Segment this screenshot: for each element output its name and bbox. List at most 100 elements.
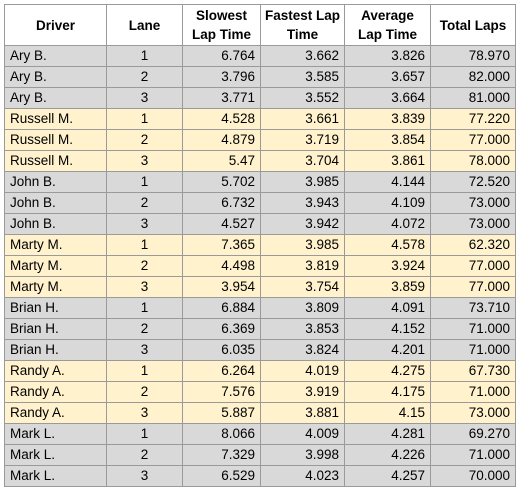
cell-lane[interactable]: 2 — [106, 129, 183, 151]
cell-fastest-lap-time[interactable]: 3.552 — [260, 87, 345, 109]
cell-slowest-lap-time[interactable]: 3.771 — [182, 87, 261, 109]
cell-driver[interactable]: Mark L. — [4, 465, 107, 487]
cell-fastest-lap-time[interactable]: 3.661 — [260, 108, 345, 130]
cell-slowest-lap-time[interactable]: 8.066 — [182, 423, 261, 445]
cell-average-lap-time[interactable]: 4.175 — [344, 381, 431, 403]
header-fastest-lap-time[interactable]: Fastest Lap Time — [260, 4, 345, 46]
cell-lane[interactable]: 2 — [106, 66, 183, 88]
cell-lane[interactable]: 1 — [106, 297, 183, 319]
cell-fastest-lap-time[interactable]: 3.819 — [260, 255, 345, 277]
cell-average-lap-time[interactable]: 4.15 — [344, 402, 431, 424]
cell-total-laps[interactable]: 73.710 — [430, 297, 516, 319]
cell-lane[interactable]: 1 — [106, 423, 183, 445]
cell-driver[interactable]: Marty M. — [4, 276, 107, 298]
cell-total-laps[interactable]: 78.970 — [430, 45, 516, 67]
cell-average-lap-time[interactable]: 3.861 — [344, 150, 431, 172]
cell-lane[interactable]: 1 — [106, 171, 183, 193]
cell-total-laps[interactable]: 77.220 — [430, 108, 516, 130]
cell-total-laps[interactable]: 67.730 — [430, 360, 516, 382]
cell-average-lap-time[interactable]: 3.826 — [344, 45, 431, 67]
cell-average-lap-time[interactable]: 4.072 — [344, 213, 431, 235]
cell-lane[interactable]: 2 — [106, 318, 183, 340]
cell-slowest-lap-time[interactable]: 5.47 — [182, 150, 261, 172]
cell-lane[interactable]: 3 — [106, 213, 183, 235]
cell-driver[interactable]: Brian H. — [4, 297, 107, 319]
cell-total-laps[interactable]: 62.320 — [430, 234, 516, 256]
cell-lane[interactable]: 2 — [106, 192, 183, 214]
cell-slowest-lap-time[interactable]: 4.498 — [182, 255, 261, 277]
cell-slowest-lap-time[interactable]: 3.796 — [182, 66, 261, 88]
cell-fastest-lap-time[interactable]: 3.809 — [260, 297, 345, 319]
cell-average-lap-time[interactable]: 4.091 — [344, 297, 431, 319]
cell-fastest-lap-time[interactable]: 3.943 — [260, 192, 345, 214]
cell-average-lap-time[interactable]: 3.859 — [344, 276, 431, 298]
cell-lane[interactable]: 1 — [106, 360, 183, 382]
cell-fastest-lap-time[interactable]: 3.853 — [260, 318, 345, 340]
cell-lane[interactable]: 2 — [106, 444, 183, 466]
cell-total-laps[interactable]: 82.000 — [430, 66, 516, 88]
cell-lane[interactable]: 3 — [106, 150, 183, 172]
cell-slowest-lap-time[interactable]: 7.365 — [182, 234, 261, 256]
cell-lane[interactable]: 3 — [106, 87, 183, 109]
cell-total-laps[interactable]: 72.520 — [430, 171, 516, 193]
cell-total-laps[interactable]: 71.000 — [430, 318, 516, 340]
cell-total-laps[interactable]: 73.000 — [430, 402, 516, 424]
cell-fastest-lap-time[interactable]: 3.719 — [260, 129, 345, 151]
header-lane[interactable]: Lane — [106, 4, 183, 46]
cell-driver[interactable]: Randy A. — [4, 381, 107, 403]
header-driver[interactable]: Driver — [4, 4, 107, 46]
cell-lane[interactable]: 2 — [106, 255, 183, 277]
cell-total-laps[interactable]: 73.000 — [430, 213, 516, 235]
cell-driver[interactable]: John B. — [4, 171, 107, 193]
cell-lane[interactable]: 1 — [106, 45, 183, 67]
cell-lane[interactable]: 3 — [106, 465, 183, 487]
cell-fastest-lap-time[interactable]: 4.009 — [260, 423, 345, 445]
cell-total-laps[interactable]: 71.000 — [430, 444, 516, 466]
cell-driver[interactable]: Ary B. — [4, 66, 107, 88]
cell-slowest-lap-time[interactable]: 4.528 — [182, 108, 261, 130]
cell-average-lap-time[interactable]: 3.854 — [344, 129, 431, 151]
cell-slowest-lap-time[interactable]: 5.887 — [182, 402, 261, 424]
cell-driver[interactable]: Russell M. — [4, 129, 107, 151]
cell-slowest-lap-time[interactable]: 4.527 — [182, 213, 261, 235]
cell-lane[interactable]: 3 — [106, 276, 183, 298]
cell-slowest-lap-time[interactable]: 6.035 — [182, 339, 261, 361]
cell-slowest-lap-time[interactable]: 3.954 — [182, 276, 261, 298]
cell-fastest-lap-time[interactable]: 3.985 — [260, 234, 345, 256]
cell-fastest-lap-time[interactable]: 3.985 — [260, 171, 345, 193]
cell-fastest-lap-time[interactable]: 3.662 — [260, 45, 345, 67]
cell-slowest-lap-time[interactable]: 4.879 — [182, 129, 261, 151]
cell-driver[interactable]: Randy A. — [4, 360, 107, 382]
cell-total-laps[interactable]: 73.000 — [430, 192, 516, 214]
cell-total-laps[interactable]: 71.000 — [430, 381, 516, 403]
cell-average-lap-time[interactable]: 4.578 — [344, 234, 431, 256]
cell-fastest-lap-time[interactable]: 4.019 — [260, 360, 345, 382]
header-average-lap-time[interactable]: Average Lap Time — [344, 4, 431, 46]
cell-fastest-lap-time[interactable]: 3.919 — [260, 381, 345, 403]
cell-slowest-lap-time[interactable]: 7.576 — [182, 381, 261, 403]
cell-lane[interactable]: 1 — [106, 234, 183, 256]
cell-total-laps[interactable]: 69.270 — [430, 423, 516, 445]
cell-average-lap-time[interactable]: 3.657 — [344, 66, 431, 88]
cell-average-lap-time[interactable]: 4.226 — [344, 444, 431, 466]
cell-fastest-lap-time[interactable]: 3.704 — [260, 150, 345, 172]
cell-average-lap-time[interactable]: 3.664 — [344, 87, 431, 109]
cell-driver[interactable]: Marty M. — [4, 255, 107, 277]
cell-fastest-lap-time[interactable]: 3.881 — [260, 402, 345, 424]
cell-slowest-lap-time[interactable]: 6.884 — [182, 297, 261, 319]
cell-driver[interactable]: Mark L. — [4, 444, 107, 466]
cell-total-laps[interactable]: 71.000 — [430, 339, 516, 361]
cell-fastest-lap-time[interactable]: 3.942 — [260, 213, 345, 235]
cell-driver[interactable]: Ary B. — [4, 87, 107, 109]
cell-slowest-lap-time[interactable]: 5.702 — [182, 171, 261, 193]
cell-average-lap-time[interactable]: 4.275 — [344, 360, 431, 382]
cell-fastest-lap-time[interactable]: 4.023 — [260, 465, 345, 487]
cell-slowest-lap-time[interactable]: 7.329 — [182, 444, 261, 466]
cell-average-lap-time[interactable]: 4.281 — [344, 423, 431, 445]
cell-average-lap-time[interactable]: 4.109 — [344, 192, 431, 214]
cell-lane[interactable]: 1 — [106, 108, 183, 130]
cell-average-lap-time[interactable]: 4.152 — [344, 318, 431, 340]
cell-driver[interactable]: Ary B. — [4, 45, 107, 67]
cell-driver[interactable]: Randy A. — [4, 402, 107, 424]
cell-fastest-lap-time[interactable]: 3.754 — [260, 276, 345, 298]
